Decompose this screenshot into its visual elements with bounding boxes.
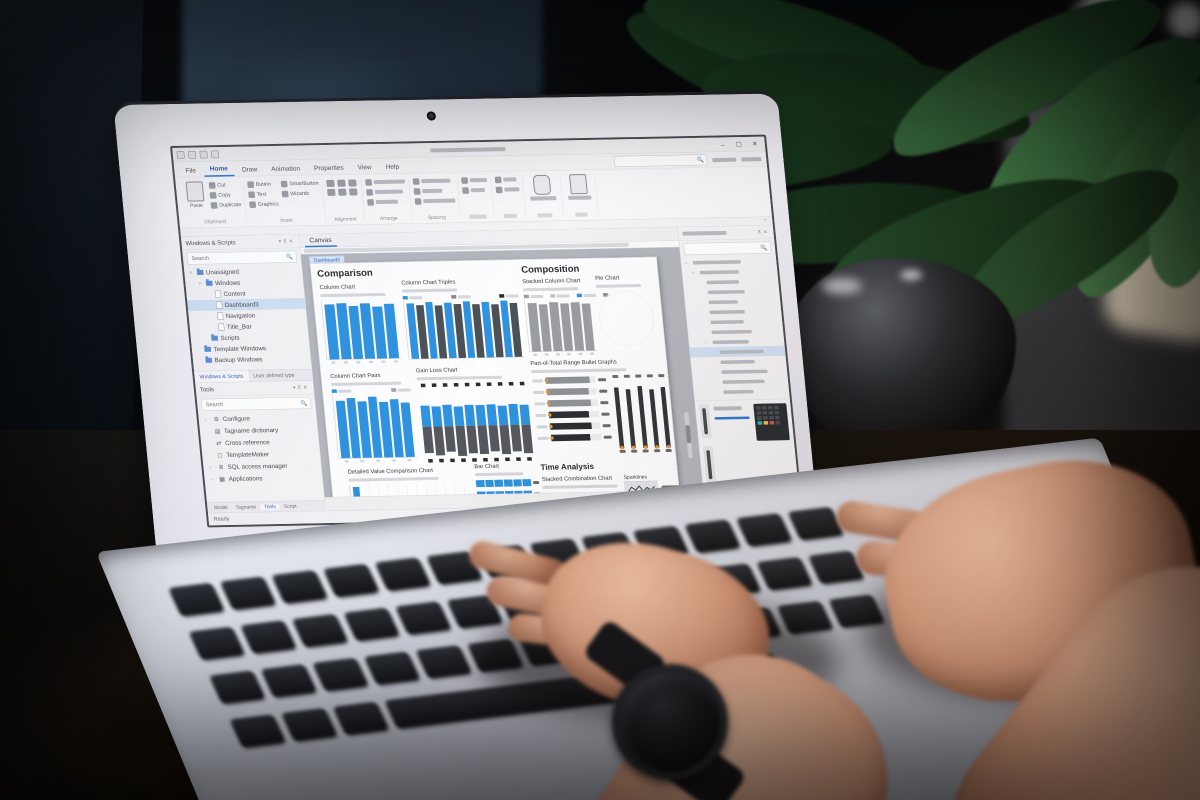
bokeh-light: [1168, 2, 1200, 38]
pot-highlight: [822, 278, 862, 294]
pot-highlight: [900, 270, 922, 280]
plant-pot: [788, 258, 1016, 458]
wristwatch: [612, 664, 728, 780]
